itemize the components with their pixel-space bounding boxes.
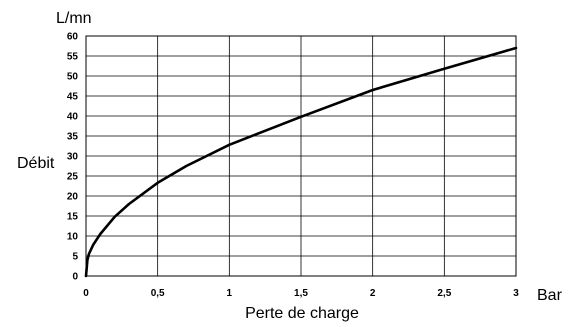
x-tick-label: 1 <box>227 288 233 299</box>
y-axis-label: Débit <box>17 155 55 172</box>
series-line-debit <box>84 46 518 278</box>
y-tick-label: 40 <box>67 112 79 123</box>
y-tick-label: 45 <box>67 92 79 103</box>
y-tick-label: 15 <box>67 212 79 223</box>
y-tick-label: 0 <box>72 272 78 283</box>
y-tick-label: 25 <box>67 172 79 183</box>
plot-area-frame <box>85 35 517 277</box>
y-tick-label: 50 <box>67 72 79 83</box>
y-tick-label: 30 <box>67 152 79 163</box>
y-tick-label: 60 <box>67 32 79 43</box>
y-tick-label: 55 <box>67 52 79 63</box>
x-tick-label: 3 <box>513 288 519 299</box>
y-axis-unit: L/mn <box>56 10 92 27</box>
y-tick-label: 35 <box>67 132 79 143</box>
x-tick-label: 0,5 <box>151 288 165 299</box>
chart-grid <box>85 35 517 277</box>
x-tick-label: 1,5 <box>294 288 308 299</box>
y-axis-tick-labels: 0 5 10 15 20 25 30 35 40 45 50 55 60 <box>67 32 79 283</box>
y-tick-label: 20 <box>67 192 79 203</box>
x-axis-unit: Bar <box>537 287 563 304</box>
y-tick-label: 5 <box>72 252 78 263</box>
y-tick-label: 10 <box>67 232 79 243</box>
x-tick-label: 0 <box>83 288 89 299</box>
x-axis-label: Perte de charge <box>245 305 359 322</box>
x-tick-label: 2 <box>370 288 376 299</box>
x-axis-tick-labels: 0 0,5 1 1,5 2 2,5 3 <box>83 288 519 299</box>
x-tick-label: 2,5 <box>437 288 451 299</box>
